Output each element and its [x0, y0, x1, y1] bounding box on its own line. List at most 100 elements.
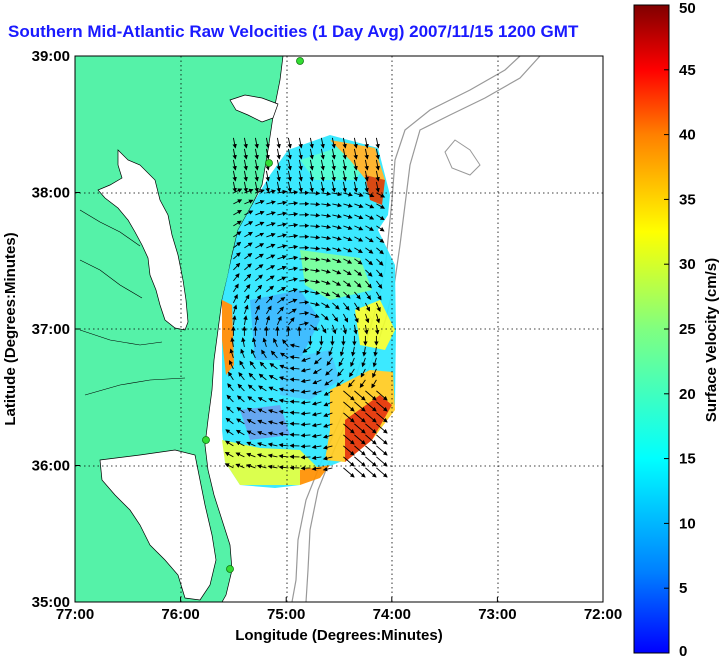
velocity-arrow: [248, 372, 256, 381]
colorbar-tick-label: 25: [679, 321, 696, 338]
velocity-arrow: [343, 434, 355, 445]
velocity-arrow: [265, 148, 270, 160]
velocity-arrow: [255, 221, 265, 227]
velocity-arrow: [239, 360, 245, 370]
velocity-arrow: [243, 181, 248, 193]
velocity-arrow: [249, 360, 256, 370]
velocity-arrow: [321, 291, 331, 297]
velocity-arrow: [233, 252, 241, 260]
velocity-arrow: [232, 181, 237, 193]
velocity-arrow: [343, 203, 353, 208]
velocity-arrow: [310, 313, 320, 318]
velocity-arrow: [323, 401, 333, 407]
velocity-arrow: [372, 357, 378, 368]
velocity-arrow: [321, 280, 331, 285]
velocity-arrow: [289, 355, 300, 360]
colorbar-ticks: 0 5 10 15 20 25 30 35 40 45 50: [664, 0, 696, 659]
velocity-arrow: [376, 423, 388, 434]
velocity-arrow: [325, 368, 333, 376]
velocity-arrow: [288, 255, 299, 261]
velocity-arrow: [343, 247, 353, 253]
velocity-arrow: [376, 401, 388, 412]
velocity-arrow: [375, 313, 381, 324]
velocity-arrow: [233, 241, 242, 249]
velocity-arrow: [277, 233, 288, 238]
velocity-arrow: [278, 376, 289, 381]
velocity-arrow: [247, 396, 256, 403]
x-axis: 77:00 76:00 75:00 74:00 73:00 72:00: [56, 597, 622, 623]
velocity-arrow: [300, 433, 311, 438]
x-tick-label: 76:00: [161, 606, 199, 623]
velocity-arrow: [376, 214, 385, 221]
velocity-arrow: [232, 170, 237, 182]
velocity-arrow: [342, 324, 347, 335]
velocity-arrow: [258, 373, 267, 381]
velocity-arrow: [302, 346, 311, 353]
velocity-arrow: [331, 159, 336, 171]
sounds-water: [99, 449, 217, 601]
velocity-arrow: [310, 246, 321, 251]
velocity-arrow: [257, 397, 267, 403]
velocity-arrow: [277, 265, 287, 271]
velocity-arrow: [354, 225, 364, 231]
velocity-arrow: [226, 394, 234, 403]
velocity-arrow: [282, 339, 289, 348]
velocity-arrow: [365, 302, 370, 312]
velocity-arrow: [256, 442, 267, 447]
x-axis-title: Longitude (Degrees:Minutes): [235, 627, 443, 644]
velocity-arrow: [310, 201, 321, 207]
velocity-arrow: [266, 285, 275, 293]
velocity-arrow: [266, 243, 276, 249]
velocity-arrow: [310, 324, 319, 331]
velocity-arrow: [255, 199, 265, 205]
velocity-arrow: [354, 269, 363, 277]
colorbar-tick-label: 5: [679, 580, 687, 597]
river-channel: [79, 209, 186, 396]
velocity-arrow: [353, 148, 358, 160]
velocity-arrow: [362, 346, 367, 357]
velocity-arrow: [288, 266, 299, 272]
velocity-arrow: [236, 395, 245, 403]
velocity-arrow: [354, 258, 363, 265]
velocity-arrow: [241, 337, 246, 347]
velocity-arrow: [320, 181, 325, 193]
velocity-arrow: [255, 189, 265, 194]
velocity-arrow: [322, 466, 333, 472]
velocity-arrow: [298, 148, 303, 160]
velocity-arrow: [326, 357, 333, 366]
velocity-arrow: [251, 337, 257, 348]
velocity-arrow: [322, 445, 333, 450]
velocity-arrow: [232, 159, 237, 171]
velocity-arrow: [339, 346, 345, 357]
bathymetry-contour: [444, 139, 481, 176]
velocity-arrow: [288, 308, 297, 315]
colorbar-label: Surface Velocity (cm/s): [703, 258, 720, 422]
velocity-arrow: [311, 455, 322, 460]
velocity-arrow: [332, 236, 342, 241]
velocity-arrow: [244, 263, 252, 271]
velocity-arrow: [266, 189, 277, 194]
velocity-arrow: [288, 298, 298, 304]
velocity-arrow: [331, 324, 337, 335]
velocity-arrow: [354, 445, 366, 456]
x-tick-label: 74:00: [373, 606, 411, 623]
velocity-arrow: [254, 304, 260, 315]
velocity-arrow: [255, 210, 265, 216]
velocity-arrow: [277, 287, 287, 293]
velocity-arrow: [342, 181, 347, 193]
velocity-arrow: [246, 419, 256, 425]
velocity-arrow: [309, 181, 314, 193]
velocity-arrow: [232, 293, 238, 304]
velocity-arrow: [354, 467, 366, 478]
velocity-arrow: [321, 235, 332, 241]
velocity-arrow: [332, 225, 342, 230]
velocity-arrow: [364, 148, 369, 160]
velocity-arrow: [288, 201, 299, 206]
velocity-arrow: [321, 224, 332, 230]
radar-site-marker: [265, 159, 273, 167]
velocity-arrow: [365, 456, 377, 467]
velocity-arrow: [288, 317, 295, 326]
velocity-vectors: [224, 137, 388, 478]
velocity-arrow: [376, 456, 388, 467]
colorbar: [633, 4, 670, 654]
